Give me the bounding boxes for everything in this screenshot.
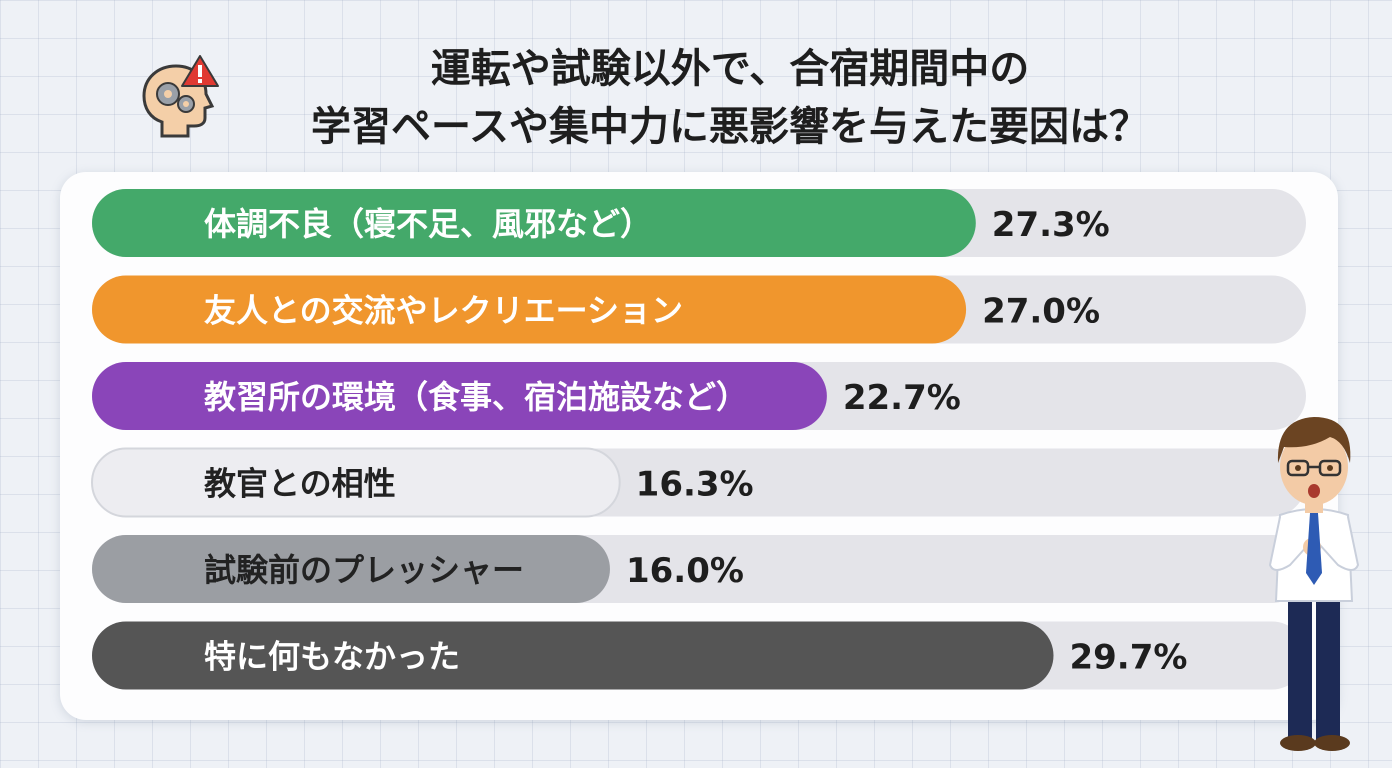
value-label: 22.7%	[843, 378, 961, 418]
head-gears-warning-icon	[142, 55, 219, 138]
title-line-1: 運転や試験以外で、合宿期間中の	[430, 46, 1030, 92]
value-label: 27.0%	[982, 292, 1100, 332]
value-label: 16.0%	[626, 551, 744, 591]
bar	[91, 447, 621, 518]
title-line-2: 学習ペースや集中力に悪影響を与えた要因は？	[311, 104, 1149, 150]
category-label: 教習所の環境（食事、宿泊施設など）	[204, 378, 748, 416]
category-label: 特に何もなかった	[204, 638, 460, 676]
category-label: 友人との交流やレクリエーション	[204, 292, 683, 330]
category-label: 試験前のプレッシャー	[204, 551, 524, 589]
value-label: 27.3%	[992, 205, 1110, 245]
bar	[92, 621, 1054, 690]
bar	[92, 189, 976, 257]
bar	[92, 535, 610, 603]
surprised-man-illustration	[1268, 417, 1360, 751]
bar	[92, 362, 827, 430]
category-label: 体調不良（寝不足、風邪など）	[204, 205, 652, 243]
bar	[92, 275, 967, 344]
value-label: 29.7%	[1069, 638, 1187, 678]
category-label: 教官との相性	[204, 465, 396, 503]
chart-title: 運転や試験以外で、合宿期間中の 学習ペースや集中力に悪影響を与えた要因は？	[170, 40, 1290, 156]
value-label: 16.3%	[636, 465, 754, 505]
